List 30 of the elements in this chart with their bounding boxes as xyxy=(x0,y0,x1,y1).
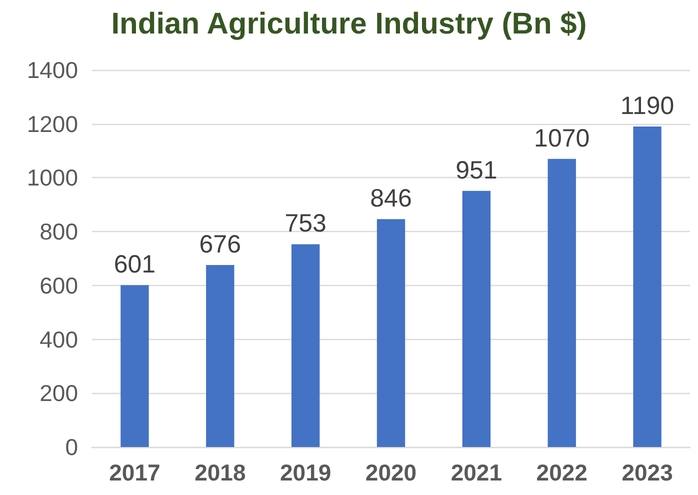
y-tick-label: 1400 xyxy=(26,57,78,83)
y-tick-label: 400 xyxy=(40,326,78,352)
y-tick-label: 200 xyxy=(40,380,78,406)
x-tick-label: 2023 xyxy=(622,460,673,486)
bar xyxy=(206,264,234,447)
bar xyxy=(291,244,320,447)
y-tick-label: 1000 xyxy=(26,164,78,191)
x-tick-label: 2019 xyxy=(280,460,332,486)
bar xyxy=(376,219,406,447)
x-tick-label: 2017 xyxy=(109,460,160,486)
bar xyxy=(633,126,662,447)
data-label: 846 xyxy=(370,184,412,213)
y-tick-label: 0 xyxy=(65,434,78,460)
bar xyxy=(462,190,491,447)
data-label: 601 xyxy=(114,250,156,279)
y-tick-label: 800 xyxy=(40,218,78,245)
bar xyxy=(120,285,149,447)
data-label: 1070 xyxy=(534,124,590,152)
x-tick-label: 2021 xyxy=(450,460,502,486)
chart-title: Indian Agriculture Industry (Bn $) xyxy=(111,8,587,40)
x-tick-label: 2020 xyxy=(365,460,417,486)
data-label: 753 xyxy=(284,210,326,238)
data-label: 676 xyxy=(199,230,241,258)
y-tick-label: 1200 xyxy=(26,110,78,137)
data-label: 1190 xyxy=(620,92,674,120)
x-tick-label: 2018 xyxy=(194,460,246,486)
data-label: 951 xyxy=(456,156,498,184)
bar xyxy=(548,158,576,447)
x-tick-label: 2022 xyxy=(536,460,588,486)
y-tick-label: 600 xyxy=(40,272,78,298)
